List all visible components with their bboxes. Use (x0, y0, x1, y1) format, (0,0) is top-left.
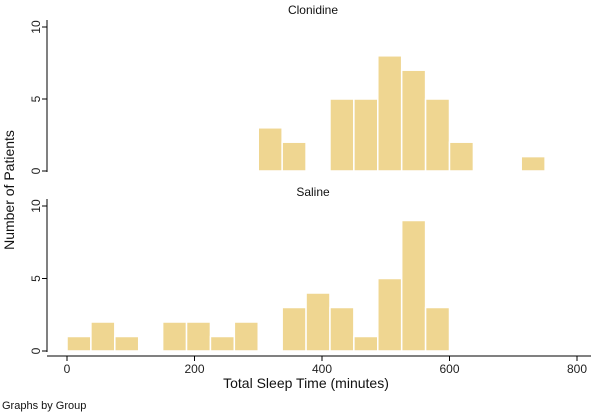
clonidine-y-tick-label: 0 (29, 167, 43, 174)
saline-bar (424, 306, 451, 352)
clonidine-panel-title: Clonidine (288, 3, 338, 17)
saline-bar (329, 306, 355, 352)
saline-bar (400, 219, 427, 352)
saline-y-tick-label: 0 (29, 347, 43, 354)
clonidine-bar (424, 98, 451, 172)
clonidine-panel: Clonidine 0 5 10 (29, 3, 546, 174)
saline-bar (353, 335, 379, 352)
saline-bar (185, 321, 212, 352)
clonidine-bar (257, 127, 283, 172)
saline-bar (114, 335, 140, 352)
clonidine-bar (400, 69, 427, 172)
clonidine-bar (329, 98, 355, 172)
graphs-by-note: Graphs by Group (2, 400, 86, 412)
clonidine-y-axis: 0 5 10 (29, 20, 48, 174)
y-axis-title: Number of Patients (1, 130, 17, 250)
saline-y-axis: 0 5 10 (29, 199, 48, 354)
saline-bar (66, 335, 92, 352)
saline-panel: Saline 0 5 10 (29, 185, 451, 354)
clonidine-bar (377, 55, 403, 172)
clonidine-bars (257, 55, 546, 172)
clonidine-y-tick-label: 10 (29, 20, 43, 34)
x-tick-label: 0 (64, 362, 71, 376)
saline-bars (66, 219, 451, 352)
saline-panel-title: Saline (296, 185, 330, 199)
x-axis-title: Total Sleep Time (minutes) (223, 375, 389, 391)
saline-bar (377, 277, 403, 352)
saline-y-tick-label: 10 (29, 199, 43, 213)
saline-bar (90, 321, 116, 352)
saline-y-tick-label: 5 (29, 275, 43, 282)
saline-bar (305, 292, 331, 352)
clonidine-bar (281, 141, 307, 172)
clonidine-bar (520, 155, 546, 172)
x-axis: 0 200 400 600 800 (47, 355, 591, 376)
clonidine-bar (353, 98, 379, 172)
saline-bar (281, 306, 307, 352)
x-tick-label: 200 (184, 362, 204, 376)
x-tick-label: 800 (567, 362, 587, 376)
clonidine-bar (448, 141, 475, 172)
x-tick-label: 600 (439, 362, 459, 376)
clonidine-y-tick-label: 5 (29, 95, 43, 102)
saline-bar (209, 335, 236, 352)
saline-bar (161, 321, 188, 352)
saline-bar (233, 321, 259, 352)
x-tick-label: 400 (312, 362, 332, 376)
